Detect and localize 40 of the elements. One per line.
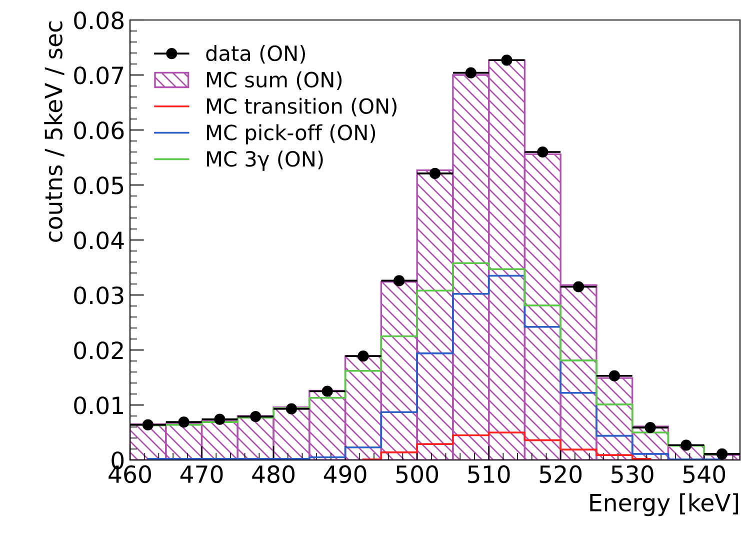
x-tick-label: 510 xyxy=(468,465,510,484)
y-tick-label: 0.07 xyxy=(74,66,124,84)
point xyxy=(680,440,692,451)
point xyxy=(142,419,154,430)
point xyxy=(429,168,441,180)
y-tick-label: 0.06 xyxy=(74,121,124,140)
x-axis-title: Energy [keV] xyxy=(590,493,738,516)
y-tick-label: 0.02 xyxy=(74,341,123,360)
point xyxy=(501,54,512,66)
point xyxy=(358,350,369,362)
point xyxy=(572,281,584,292)
point xyxy=(716,448,728,460)
point xyxy=(608,370,620,382)
point xyxy=(322,386,333,397)
y-tick-label: 0.04 xyxy=(74,231,124,250)
legend-label: data (ON) xyxy=(206,45,305,64)
legend-label: MC pick-off (ON) xyxy=(207,124,376,144)
x-tick-label: 470 xyxy=(180,465,223,484)
x-tick-label: 520 xyxy=(540,465,582,484)
point xyxy=(250,410,262,422)
legend-label: MC transition (ON) xyxy=(207,98,396,116)
point xyxy=(465,67,476,78)
legend-label: MC sum (ON) xyxy=(207,71,342,90)
x-tick-label: 530 xyxy=(612,465,654,484)
y-tick-label: 0.01 xyxy=(74,396,123,414)
y-tick-label: 0.05 xyxy=(74,176,124,194)
x-tick-label: 540 xyxy=(683,465,726,484)
point xyxy=(537,146,548,158)
y-axis-title: coutns / 5keV / sec xyxy=(44,21,64,242)
y-tick-label: 0.08 xyxy=(74,11,124,30)
point xyxy=(394,275,405,286)
point xyxy=(644,422,656,434)
x-tick-label: 480 xyxy=(252,465,294,484)
x-tick-label: 490 xyxy=(324,465,366,484)
point xyxy=(178,416,190,428)
point xyxy=(286,403,298,414)
legend-label: MC 3γ (ON) xyxy=(207,150,323,171)
point xyxy=(214,414,226,425)
y-tick-label: 0.03 xyxy=(74,286,124,304)
x-tick-label: 500 xyxy=(396,465,438,484)
